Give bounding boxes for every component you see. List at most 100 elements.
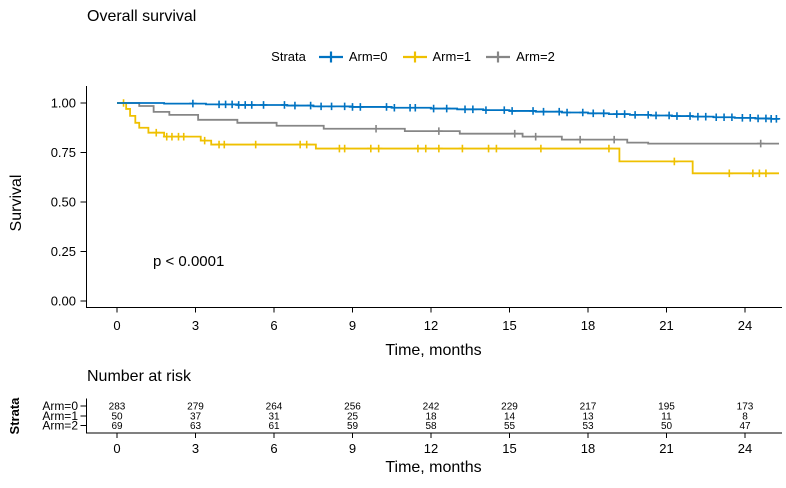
risk-value: 50 — [111, 412, 123, 423]
risk-x-tick-label: 12 — [424, 441, 438, 456]
risk-value: 25 — [347, 412, 359, 423]
y-axis-label: Survival — [8, 174, 25, 232]
risk-table-title: Number at risk — [87, 368, 192, 385]
censor-mark — [610, 135, 618, 144]
x-tick-label: 24 — [738, 318, 752, 333]
risk-row-label-arm-0: Arm=0 — [42, 399, 78, 413]
censor-mark — [251, 140, 260, 149]
censor-mark — [576, 135, 584, 144]
risk-x-tick-label: 18 — [581, 441, 595, 456]
censor-mark — [482, 106, 490, 114]
censor-mark — [241, 101, 250, 109]
y-tick-label: 0.50 — [51, 195, 76, 210]
risk-value: 53 — [582, 421, 594, 432]
censor-mark — [762, 169, 770, 178]
risk-value: 8 — [742, 412, 748, 423]
censor-mark — [348, 103, 357, 111]
censor-mark — [435, 127, 443, 135]
risk-value: 58 — [425, 421, 437, 432]
legend: Strata Arm=0 Arm=1 Arm=2 — [0, 49, 786, 64]
risk-x-tick-label: 3 — [192, 441, 199, 456]
censor-mark — [673, 112, 681, 120]
risk-value: 69 — [111, 421, 123, 432]
x-tick-label: 15 — [502, 318, 516, 333]
x-tick-label: 0 — [113, 318, 120, 333]
censor-mark — [612, 110, 621, 118]
risk-x-tick-label: 9 — [349, 441, 356, 456]
censor-mark — [772, 115, 781, 123]
risk-value: 283 — [109, 402, 126, 413]
censor-mark — [720, 113, 728, 122]
censor-mark — [234, 101, 243, 109]
censor-mark — [414, 144, 422, 153]
legend-plus-key-icon — [318, 51, 343, 62]
risk-x-tick-label: 6 — [270, 441, 277, 456]
censor-mark — [296, 140, 304, 149]
risk-value: 173 — [737, 402, 754, 413]
censor-mark — [529, 107, 537, 115]
risk-row-label-arm-2: Arm=2 — [42, 419, 78, 433]
censor-mark — [168, 132, 176, 141]
censor-mark — [179, 132, 188, 141]
censor-mark — [421, 144, 430, 153]
censor-mark — [492, 144, 501, 153]
censor-mark — [435, 144, 443, 153]
p-value-annotation: p < 0.0001 — [153, 253, 225, 270]
censor-mark — [555, 107, 564, 116]
risk-value: 47 — [739, 421, 751, 432]
censor-mark — [469, 105, 477, 114]
x-tick-label: 6 — [270, 318, 277, 333]
risk-value: 50 — [661, 421, 673, 432]
censor-mark — [644, 111, 652, 119]
censor-mark — [340, 102, 349, 111]
censor-mark — [221, 100, 230, 109]
censor-mark — [749, 169, 757, 178]
risk-x-tick-label: 0 — [113, 441, 120, 456]
censor-mark — [725, 169, 734, 178]
risk-value: 59 — [347, 421, 359, 432]
legend-item-arm-1: Arm=1 — [402, 49, 472, 64]
risk-value: 14 — [504, 412, 516, 423]
censor-mark — [589, 109, 598, 118]
censor-mark — [259, 101, 268, 109]
legend-item-arm-2: Arm=2 — [485, 49, 555, 64]
censor-mark — [374, 144, 383, 153]
legend-title: Strata — [271, 49, 306, 64]
censor-mark — [152, 128, 161, 137]
risk-value: 63 — [190, 421, 202, 432]
legend-items: Arm=0 Arm=1 Arm=2 — [318, 49, 555, 64]
risk-value: 11 — [661, 412, 672, 423]
censor-mark — [686, 112, 694, 120]
censor-mark — [302, 140, 311, 149]
censor-mark — [539, 107, 548, 116]
x-axis-label: Time, months — [385, 342, 482, 359]
risk-value: 55 — [504, 421, 516, 432]
legend-item-label: Arm=1 — [432, 49, 472, 64]
censor-marks-arm-2 — [372, 124, 765, 148]
censor-mark — [701, 112, 710, 121]
censor-mark — [372, 124, 380, 133]
censor-mark — [500, 106, 509, 114]
censor-mark — [694, 112, 702, 121]
risk-value: 195 — [658, 402, 675, 413]
legend-plus-key-icon — [486, 51, 511, 62]
censor-mark — [461, 105, 469, 114]
x-tick-label: 21 — [659, 318, 673, 333]
censor-mark — [537, 144, 545, 153]
risk-value: 31 — [268, 412, 280, 423]
risk-value: 229 — [501, 402, 518, 413]
censor-mark — [631, 111, 639, 119]
y-tick-label: 0.25 — [51, 244, 76, 259]
x-tick-label: 9 — [349, 318, 356, 333]
legend-plus-key-icon — [402, 51, 427, 62]
censor-mark — [508, 107, 516, 115]
censor-mark — [189, 99, 197, 108]
censor-mark — [356, 103, 365, 111]
censor-mark — [200, 136, 209, 145]
risk-table-x-label: Time, months — [385, 459, 482, 476]
censor-mark — [220, 140, 229, 149]
risk-value: 279 — [187, 402, 204, 413]
censor-mark — [367, 144, 375, 153]
risk-x-tick-label: 24 — [738, 441, 752, 456]
